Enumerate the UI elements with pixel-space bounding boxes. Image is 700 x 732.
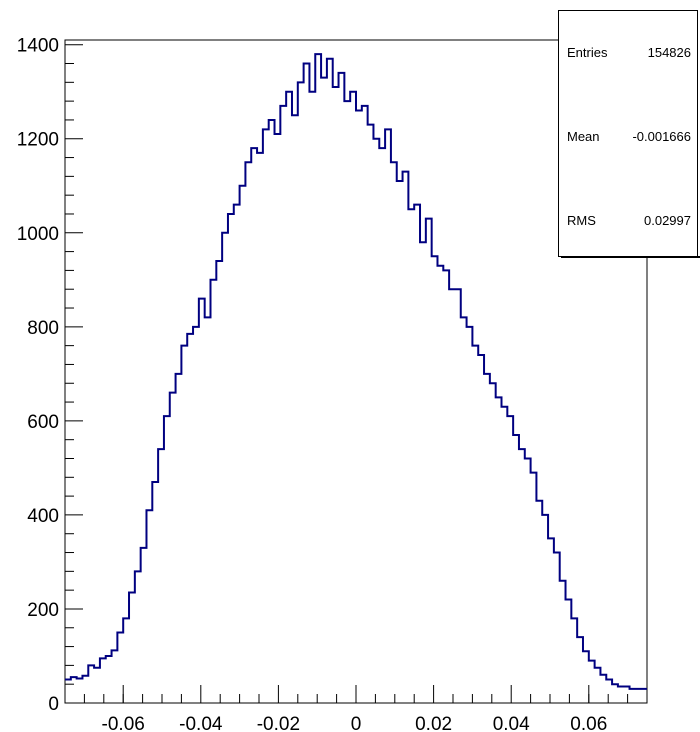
stats-rms-label: RMS [567,213,596,228]
y-tick-label: 600 [27,412,59,433]
stats-entries-label: Entries [567,45,608,60]
stats-mean-value: -0.001666 [632,129,691,144]
y-tick-label: 1400 [17,36,59,57]
y-tick-label: 0 [48,694,59,715]
y-tick-label: 400 [27,506,59,527]
histogram-series-line [65,53,647,690]
stats-mean-row: Mean -0.001666 [567,129,691,144]
y-tick-label: 200 [27,600,59,621]
stats-rms-row: RMS 0.02997 [567,213,691,228]
x-tick-label: -0.04 [179,714,223,732]
x-tick-label: -0.06 [102,714,145,732]
stats-entries-row: Entries 154826 [567,45,691,60]
y-tick-label: 800 [27,318,59,339]
axis-ticks [65,44,629,704]
stats-entries-value: 154826 [647,45,691,60]
y-tick-label: 1200 [17,130,59,151]
x-tick-label: 0.04 [493,714,530,732]
x-tick-label: 0 [351,714,362,732]
x-tick-label: 0.02 [415,714,452,732]
stats-box: Entries 154826 Mean -0.001666 RMS 0.0299… [558,10,700,258]
x-tick-label: 0.06 [570,714,607,732]
x-tick-label: -0.02 [257,714,300,732]
stats-mean-label: Mean [567,129,600,144]
y-tick-label: 1000 [17,224,59,245]
axis-tick-labels: -0.06 -0.04 -0.02 0 0.02 0.04 0.06 0 200 400 600 80… [17,36,608,732]
stats-rms-value: 0.02997 [644,213,691,228]
